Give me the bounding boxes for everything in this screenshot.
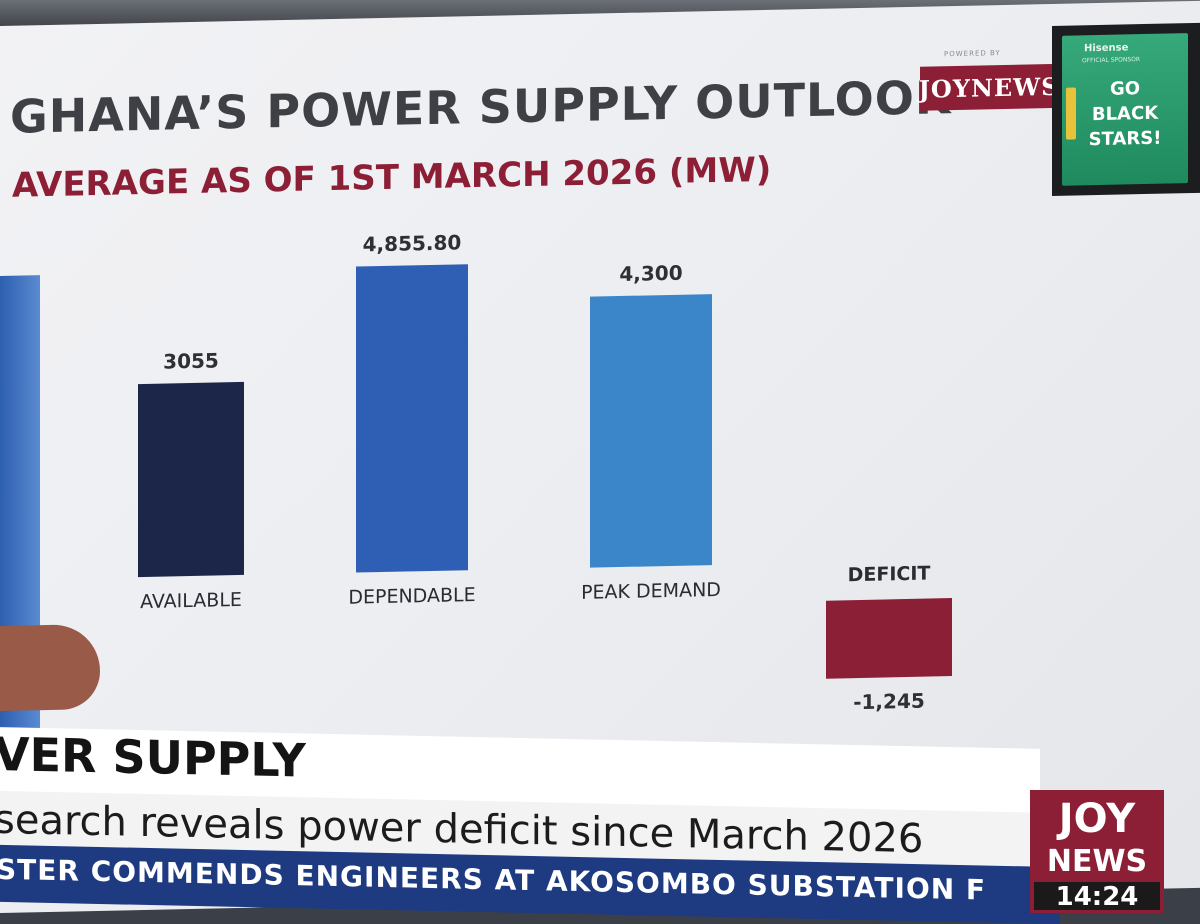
category-label: DEFICIT — [847, 562, 931, 587]
sponsor-tag: OFFICIAL SPONSOR — [1082, 56, 1141, 65]
clock: 14:24 — [1034, 882, 1160, 912]
sponsor-message-line: GO — [1109, 78, 1141, 100]
sponsor-message: GO BLACK STARS! — [1066, 75, 1184, 152]
joynews-brand-badge: JOYNEWS — [919, 63, 1059, 111]
chart-subtitle: AVERAGE AS OF 1ST MARCH 2026 (MW) — [12, 149, 772, 206]
bar-peak-demand — [590, 294, 712, 568]
value-label: 4,300 — [619, 260, 683, 287]
sponsor-brand: Hisense — [1084, 42, 1129, 55]
category-label: DEPENDABLE — [348, 584, 476, 609]
bar-available — [138, 382, 244, 578]
bar-deficit — [826, 598, 952, 680]
value-label: 3055 — [163, 348, 219, 375]
headline-text: VER SUPPLY — [0, 726, 306, 788]
presenter-hand — [0, 623, 100, 711]
sponsor-message-line: STARS! — [1088, 127, 1162, 151]
value-label: 4,855.80 — [362, 230, 462, 257]
logo-news: NEWS — [1046, 844, 1148, 879]
category-label: PEAK DEMAND — [581, 578, 721, 604]
joy-news-logo: JOY NEWS 14:24 — [1030, 790, 1164, 913]
value-label: -1,245 — [853, 689, 925, 715]
bar-dependable — [356, 264, 468, 573]
sponsor-message-line: BLACK — [1091, 102, 1159, 126]
chart-title: GHANA’S POWER SUPPLY OUTLOOK — [10, 70, 952, 144]
sponsor-panel: Hisense OFFICIAL SPONSOR GO BLACK STARS! — [1052, 22, 1200, 196]
powered-by-label: POWERED BY — [944, 49, 1001, 59]
sponsor-card: Hisense OFFICIAL SPONSOR GO BLACK STARS! — [1062, 33, 1188, 186]
logo-joy: JOY — [1058, 796, 1136, 842]
category-label: AVAILABLE — [140, 588, 242, 614]
